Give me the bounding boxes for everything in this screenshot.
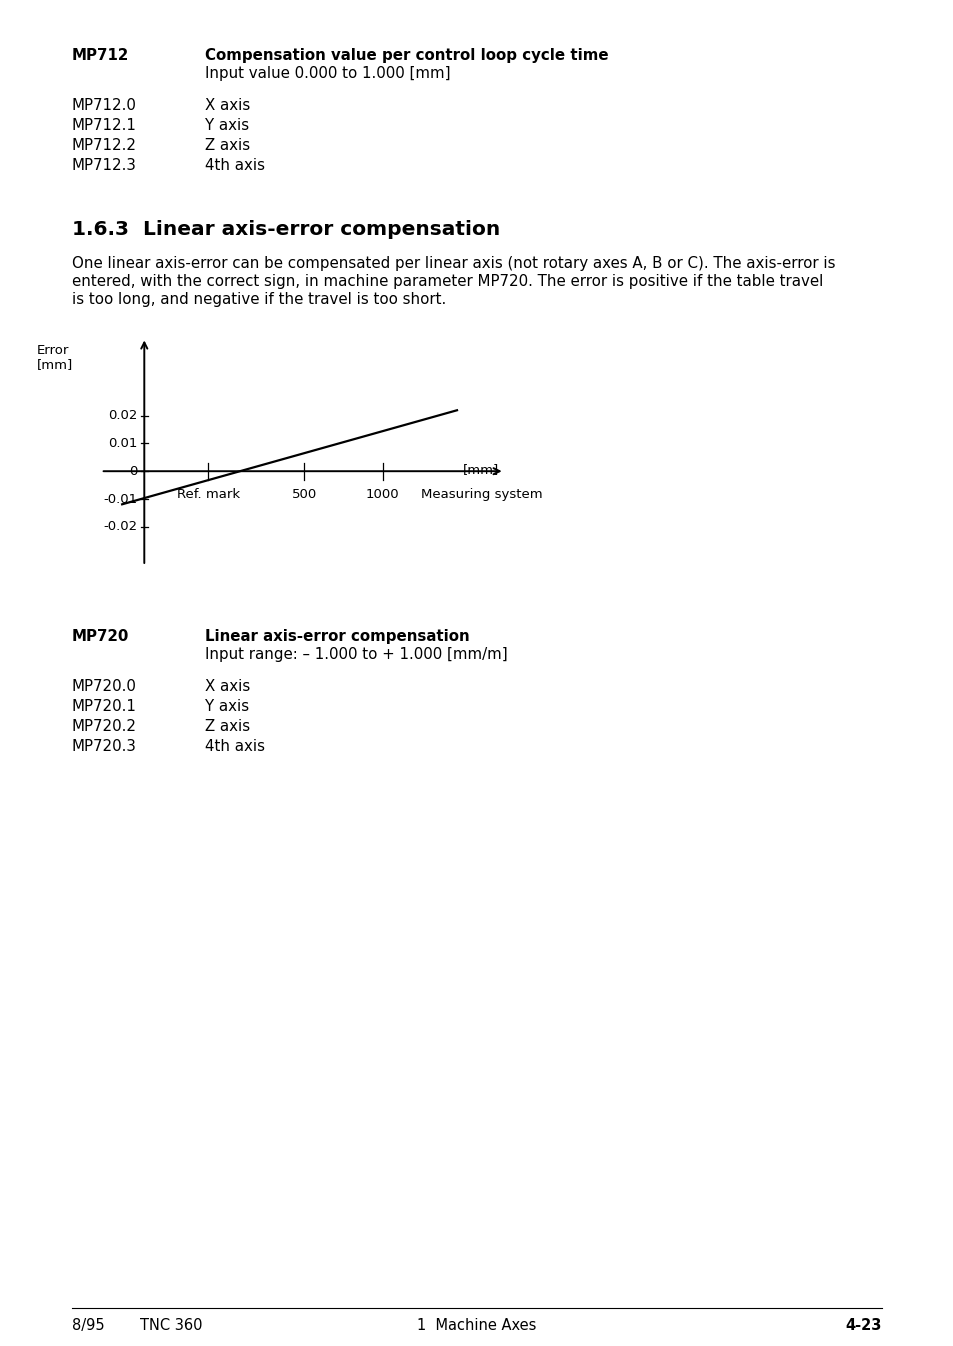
- Text: Linear axis-error compensation: Linear axis-error compensation: [205, 629, 469, 643]
- Text: Y axis: Y axis: [205, 118, 249, 133]
- Text: Z axis: Z axis: [205, 139, 250, 153]
- Text: 0.01: 0.01: [109, 437, 138, 450]
- Text: MP720.1: MP720.1: [71, 699, 136, 713]
- Text: Input value 0.000 to 1.000 [mm]: Input value 0.000 to 1.000 [mm]: [205, 66, 450, 81]
- Text: -0.02: -0.02: [104, 521, 138, 533]
- Text: [mm]: [mm]: [463, 463, 499, 476]
- Text: 4th axis: 4th axis: [205, 739, 265, 754]
- Text: entered, with the correct sign, in machine parameter MP720. The error is positiv: entered, with the correct sign, in machi…: [71, 275, 822, 289]
- Text: 1.6.3  Linear axis-error compensation: 1.6.3 Linear axis-error compensation: [71, 219, 499, 240]
- Text: MP712.3: MP712.3: [71, 157, 136, 174]
- Text: Y axis: Y axis: [205, 699, 249, 713]
- Text: 0.02: 0.02: [109, 409, 138, 423]
- Text: MP720.0: MP720.0: [71, 678, 136, 695]
- Text: Measuring system: Measuring system: [420, 487, 541, 501]
- Text: 500: 500: [292, 487, 316, 501]
- Text: MP712.0: MP712.0: [71, 98, 136, 113]
- Text: 0: 0: [130, 464, 138, 478]
- Text: 1  Machine Axes: 1 Machine Axes: [416, 1318, 537, 1333]
- Text: [mm]: [mm]: [37, 358, 73, 371]
- Text: is too long, and negative if the travel is too short.: is too long, and negative if the travel …: [71, 292, 446, 307]
- Text: MP720: MP720: [71, 629, 130, 643]
- Text: 4th axis: 4th axis: [205, 157, 265, 174]
- Text: 1000: 1000: [365, 487, 399, 501]
- Text: -0.01: -0.01: [104, 493, 138, 506]
- Text: TNC 360: TNC 360: [140, 1318, 202, 1333]
- Text: MP712.2: MP712.2: [71, 139, 137, 153]
- Text: Z axis: Z axis: [205, 719, 250, 734]
- Text: Ref. mark: Ref. mark: [176, 487, 239, 501]
- Text: 4-23: 4-23: [844, 1318, 882, 1333]
- Text: X axis: X axis: [205, 98, 250, 113]
- Text: Compensation value per control loop cycle time: Compensation value per control loop cycl…: [205, 48, 608, 63]
- Text: X axis: X axis: [205, 678, 250, 695]
- Text: Error: Error: [37, 345, 70, 357]
- Text: MP712: MP712: [71, 48, 129, 63]
- Text: MP720.3: MP720.3: [71, 739, 136, 754]
- Text: MP720.2: MP720.2: [71, 719, 137, 734]
- Text: 8/95: 8/95: [71, 1318, 105, 1333]
- Text: One linear axis-error can be compensated per linear axis (not rotary axes A, B o: One linear axis-error can be compensated…: [71, 256, 835, 271]
- Text: Input range: – 1.000 to + 1.000 [mm/m]: Input range: – 1.000 to + 1.000 [mm/m]: [205, 647, 507, 662]
- Text: MP712.1: MP712.1: [71, 118, 136, 133]
